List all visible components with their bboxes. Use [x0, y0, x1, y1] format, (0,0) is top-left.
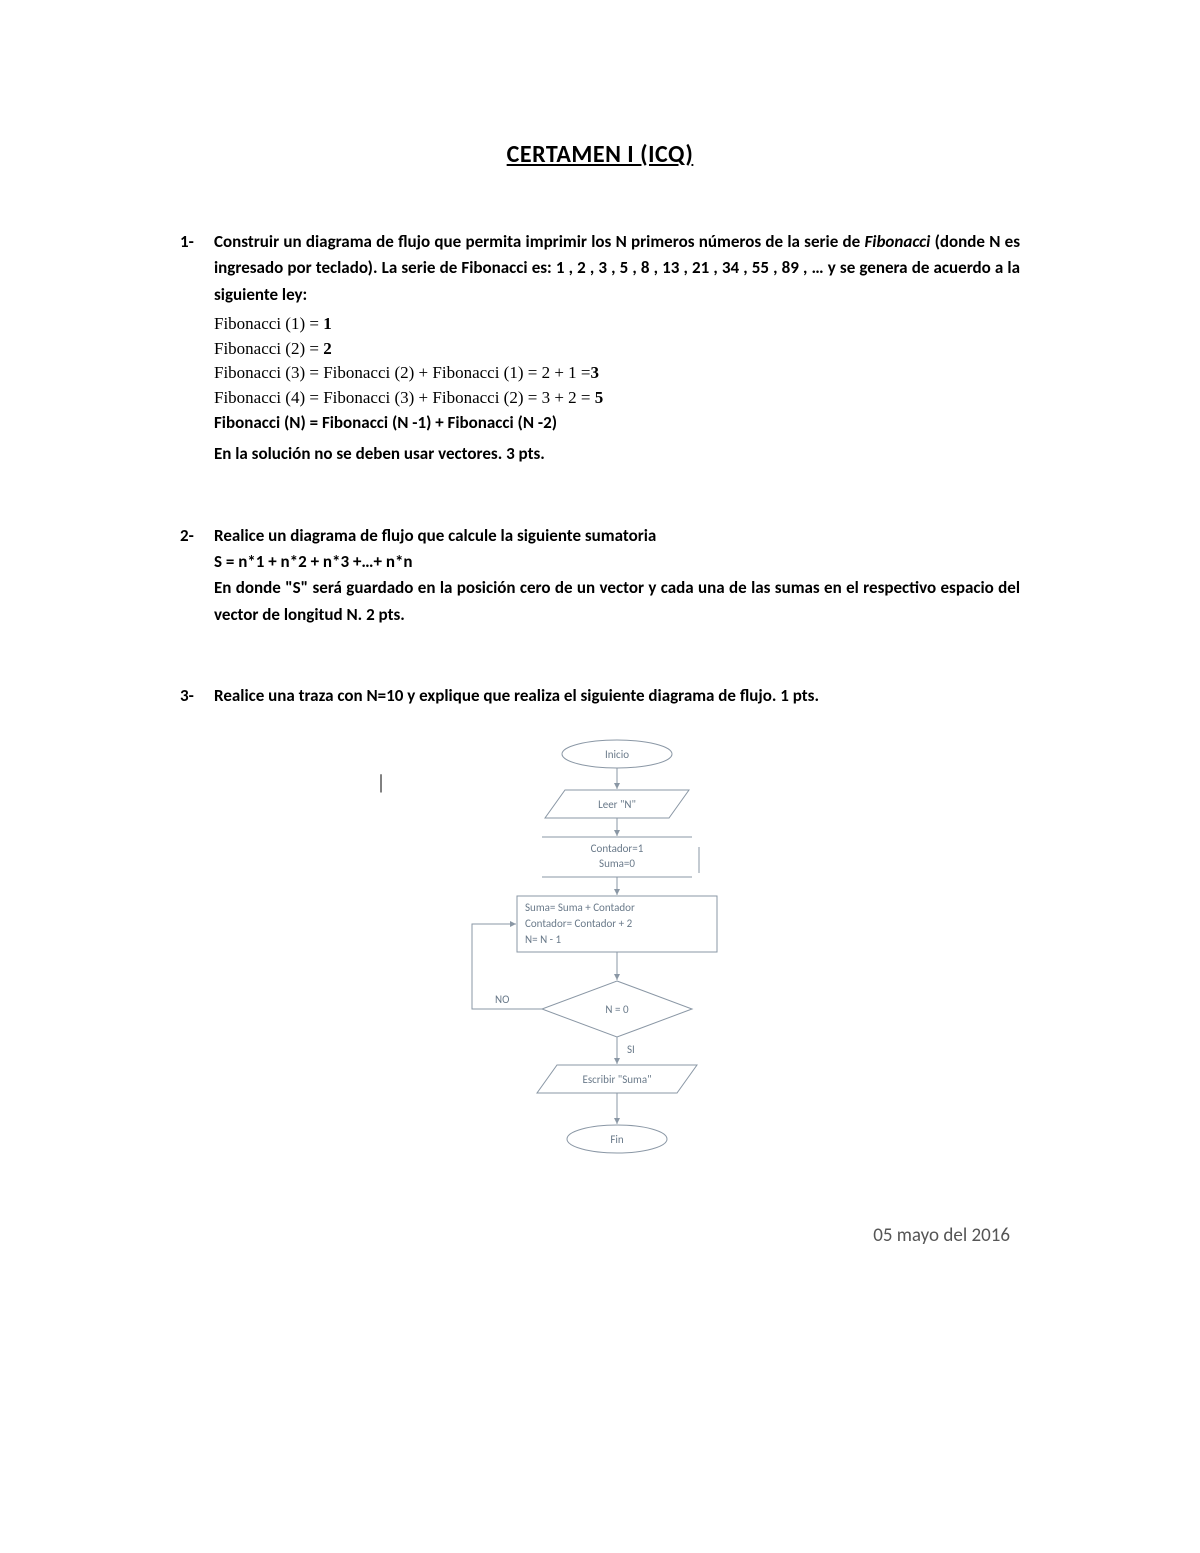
- q2-tail: En donde "S" será guardado en la posició…: [214, 575, 1020, 628]
- flowchart-container: | Inicio Leer "N" Contador=1 Suma=0: [214, 729, 1020, 1169]
- fibonacci-definitions: Fibonacci (1) = 1 Fibonacci (2) = 2 Fibo…: [214, 312, 1020, 435]
- node-read-label: Leer "N": [598, 798, 636, 811]
- node-loop-line3: N= N - 1: [525, 933, 562, 946]
- q2-formula: S = n*1 + n*2 + n*3 +…+ n*n: [214, 549, 1020, 575]
- q2-tail-a: En donde "S" será guardado en la posició…: [214, 577, 1020, 624]
- q2-number: 2-: [180, 523, 214, 628]
- fibN: Fibonacci (N) = Fibonacci (N -1) + Fibon…: [214, 411, 1020, 436]
- q2-lead: Realice un diagrama de flujo que calcule…: [214, 523, 1020, 549]
- fib1-a: Fibonacci (1) =: [214, 314, 323, 333]
- q2-body: Realice un diagrama de flujo que calcule…: [214, 523, 1020, 628]
- doc-date: 05 mayo del 2016: [180, 1224, 1020, 1247]
- flowchart-svg: Inicio Leer "N" Contador=1 Suma=0 Suma= …: [417, 729, 817, 1169]
- q1-lead-b: Fibonacci: [864, 231, 930, 252]
- q3-lead-b: 1 pts: [780, 685, 814, 706]
- node-init-line1: Contador=1: [591, 842, 644, 855]
- fib2-a: Fibonacci (2) =: [214, 339, 323, 358]
- fib3-b: 3: [591, 363, 600, 382]
- fib3-a: Fibonacci (3) = Fibonacci (2) + Fibonacc…: [214, 363, 591, 382]
- question-1: 1- Construir un diagrama de flujo que pe…: [180, 229, 1020, 468]
- q1-note-c: .: [540, 443, 545, 464]
- q3-lead-a: Realice una traza con N=10 y explique qu…: [214, 685, 780, 706]
- node-write-label: Escribir "Suma": [582, 1073, 651, 1086]
- node-init-line2: Suma=0: [599, 857, 635, 870]
- q3-number: 3-: [180, 683, 214, 709]
- q2-tail-c: .: [400, 604, 405, 625]
- q1-number: 1-: [180, 229, 214, 468]
- label-no: NO: [495, 993, 509, 1006]
- node-decision-label: N = 0: [605, 1003, 629, 1016]
- label-si: SI: [627, 1043, 635, 1056]
- q1-note: En la solución no se deben usar vectores…: [214, 441, 1020, 467]
- q3-lead-c: .: [814, 685, 819, 706]
- q2-tail-b: 2 pts: [366, 604, 400, 625]
- fib2-b: 2: [323, 339, 332, 358]
- node-loop-line1: Suma= Suma + Contador: [525, 901, 635, 914]
- q1-note-b: 3 pts: [506, 443, 540, 464]
- q1-body: Construir un diagrama de flujo que permi…: [214, 229, 1020, 468]
- node-start-label: Inicio: [605, 748, 629, 761]
- q1-note-a: En la solución no se deben usar vectores…: [214, 443, 506, 464]
- question-2: 2- Realice un diagrama de flujo que calc…: [180, 523, 1020, 628]
- q1-lead-a: Construir un diagrama de flujo que permi…: [214, 231, 864, 252]
- q1-series: 1 , 2 , 3 , 5 , 8 , 13 , 21 , 34 , 55 , …: [556, 257, 824, 278]
- q3-body: Realice una traza con N=10 y explique qu…: [214, 683, 1020, 709]
- fib4-a: Fibonacci (4) = Fibonacci (3) + Fibonacc…: [214, 388, 595, 407]
- question-3: 3- Realice una traza con N=10 y explique…: [180, 683, 1020, 1169]
- fib1-b: 1: [323, 314, 332, 333]
- node-loop-line2: Contador= Contador + 2: [525, 917, 633, 930]
- doc-title: CERTAMEN I (ICQ): [180, 140, 1020, 169]
- stray-cursor: |: [379, 767, 383, 798]
- fib4-b: 5: [595, 388, 604, 407]
- node-end-label: Fin: [610, 1133, 624, 1146]
